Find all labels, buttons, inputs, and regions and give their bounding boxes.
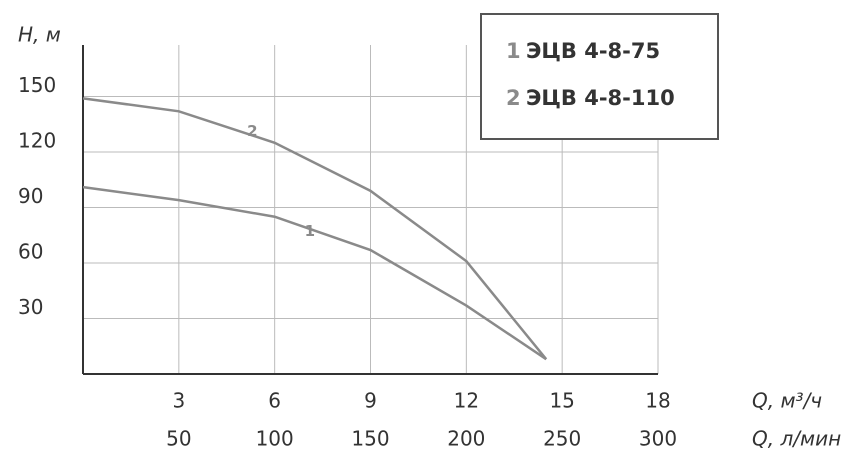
x2-tick-label: 150 bbox=[351, 427, 389, 451]
x2-tick-label: 250 bbox=[543, 427, 581, 451]
curve-label: 2 bbox=[247, 122, 257, 140]
x-tick-label: 9 bbox=[364, 389, 377, 413]
x-axis-label: Q, м³/ч bbox=[752, 389, 822, 413]
y-axis-label: H, м bbox=[18, 23, 61, 47]
legend-box bbox=[480, 13, 719, 140]
x2-tick-label: 200 bbox=[447, 427, 485, 451]
curve bbox=[82, 97, 548, 360]
x-tick-label: 12 bbox=[454, 389, 479, 413]
legend-entry: ЭЦВ 4-8-110 bbox=[526, 86, 675, 110]
x2-tick-label: 100 bbox=[256, 427, 294, 451]
curve bbox=[82, 185, 547, 361]
y-tick-label: 30 bbox=[18, 295, 43, 319]
y-tick-label: 150 bbox=[18, 73, 56, 97]
legend-number: 1 bbox=[506, 39, 521, 63]
y-tick-label: 90 bbox=[18, 184, 43, 208]
x-tick-label: 15 bbox=[549, 389, 574, 413]
x-tick-label: 18 bbox=[645, 389, 670, 413]
legend-number: 2 bbox=[506, 86, 521, 110]
legend-entry: ЭЦВ 4-8-75 bbox=[526, 39, 660, 63]
x-tick-label: 3 bbox=[172, 389, 185, 413]
x2-axis-label: Q, л/мин bbox=[752, 427, 841, 451]
x-tick-label: 6 bbox=[268, 389, 281, 413]
y-tick-label: 120 bbox=[18, 129, 56, 153]
x2-tick-label: 300 bbox=[639, 427, 677, 451]
y-tick-label: 60 bbox=[18, 240, 43, 264]
x2-tick-label: 50 bbox=[166, 427, 191, 451]
curve-label: 1 bbox=[305, 222, 315, 240]
